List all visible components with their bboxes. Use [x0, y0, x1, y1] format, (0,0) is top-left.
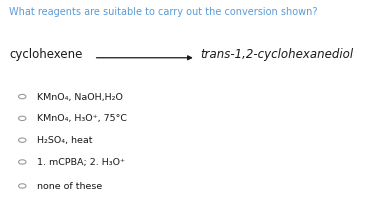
Text: cyclohexene: cyclohexene — [9, 48, 83, 61]
Text: H₂SO₄, heat: H₂SO₄, heat — [37, 136, 93, 145]
Text: KMnO₄, H₃O⁺, 75°C: KMnO₄, H₃O⁺, 75°C — [37, 114, 127, 123]
Text: KMnO₄, NaOH,H₂O: KMnO₄, NaOH,H₂O — [37, 93, 123, 102]
Text: 1. mCPBA; 2. H₃O⁺: 1. mCPBA; 2. H₃O⁺ — [37, 158, 125, 167]
Text: none of these: none of these — [37, 182, 102, 191]
Text: trans-1,2-cyclohexanediol: trans-1,2-cyclohexanediol — [200, 48, 354, 61]
Text: What reagents are suitable to carry out the conversion shown?: What reagents are suitable to carry out … — [9, 7, 318, 17]
